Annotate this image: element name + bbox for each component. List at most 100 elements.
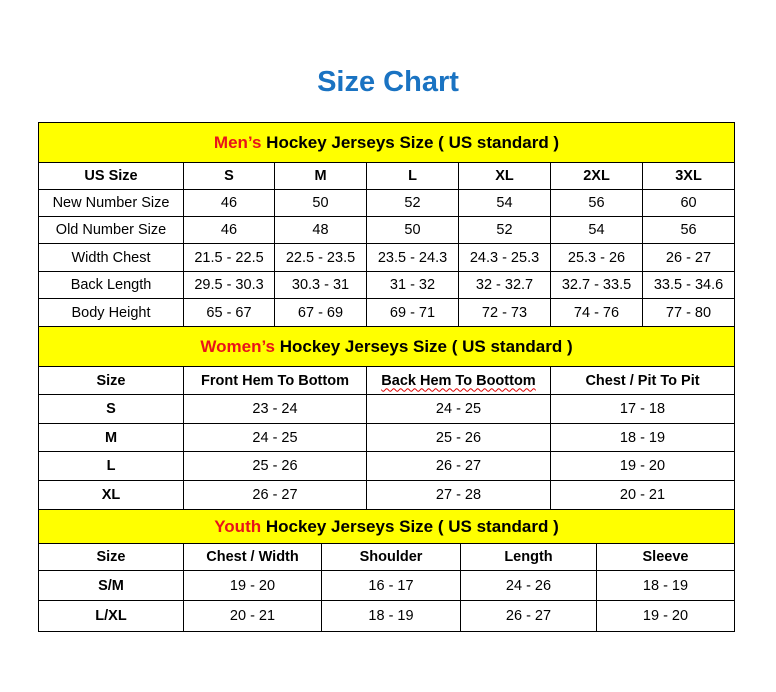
table-cell: 26 - 27 — [183, 480, 367, 510]
row-label: L/XL — [38, 600, 184, 632]
column-header: Length — [460, 543, 597, 571]
column-header: S — [183, 162, 275, 190]
table-cell: 52 — [458, 216, 551, 244]
table-cell: 56 — [641, 216, 736, 244]
table-cell: 32.7 - 33.5 — [550, 271, 643, 299]
row-label: Width Chest — [38, 243, 184, 272]
table-cell: 25 - 26 — [366, 423, 551, 452]
table-cell: 24 - 26 — [460, 570, 597, 601]
column-header: Chest / Width — [183, 543, 322, 571]
table-cell: 54 — [458, 189, 551, 217]
column-header-text: Back Hem To Boottom — [381, 372, 536, 389]
table-cell: 26 - 27 — [460, 600, 597, 632]
table-cell: 50 — [274, 189, 367, 217]
column-header: Sleeve — [596, 543, 735, 571]
table-cell: 18 - 19 — [549, 423, 736, 452]
table-cell: 48 — [274, 216, 367, 244]
table-cell: 23.5 - 24.3 — [366, 243, 459, 272]
column-header: Chest / Pit To Pit — [549, 366, 736, 395]
youth-size-table: Youth Hockey Jerseys Size ( US standard … — [38, 509, 735, 632]
table-row: S/M 19 - 20 16 - 17 24 - 26 18 - 19 — [38, 570, 735, 601]
table-cell: 19 - 20 — [596, 600, 735, 632]
women-heading-text: Hockey Jerseys Size ( US standard ) — [275, 336, 573, 356]
women-heading-highlight: Women’s — [200, 336, 275, 356]
table-cell: 18 - 19 — [321, 600, 461, 632]
table-cell: 18 - 19 — [596, 570, 735, 601]
table-row: Width Chest 21.5 - 22.5 22.5 - 23.5 23.5 - … — [38, 243, 736, 272]
table-cell: 27 - 28 — [366, 480, 551, 510]
women-section-heading: Women’s Hockey Jerseys Size ( US standar… — [37, 326, 736, 367]
row-label: New Number Size — [38, 189, 184, 217]
table-cell: 32 - 32.7 — [458, 271, 551, 299]
row-label: S — [38, 394, 184, 424]
table-row: Back Length 29.5 - 30.3 30.3 - 31 31 - 32 32… — [38, 271, 736, 299]
table-cell: 19 - 20 — [549, 451, 736, 481]
table-cell: 26 - 27 — [641, 243, 736, 272]
table-cell: 26 - 27 — [366, 451, 551, 481]
table-cell: 17 - 18 — [549, 394, 736, 424]
table-cell: 69 - 71 — [366, 298, 459, 327]
row-label: S/M — [38, 570, 184, 601]
column-header: US Size — [38, 162, 184, 190]
table-cell: 25 - 26 — [183, 451, 367, 481]
row-label: Body Height — [38, 298, 184, 327]
table-cell: 25.3 - 26 — [550, 243, 643, 272]
column-header: L — [366, 162, 459, 190]
column-header: Back Hem To Boottom — [366, 366, 551, 395]
table-cell: 56 — [550, 189, 643, 217]
men-heading-text: Hockey Jerseys Size ( US standard ) — [261, 132, 560, 152]
table-cell: 72 - 73 — [458, 298, 551, 327]
table-row: L/XL 20 - 21 18 - 19 26 - 27 19 - 20 — [38, 600, 735, 632]
table-row: New Number Size 46 50 52 54 56 60 — [38, 189, 736, 217]
youth-heading-highlight: Youth — [214, 516, 262, 536]
men-heading-highlight: Men’s — [213, 132, 262, 152]
youth-section-heading: Youth Hockey Jerseys Size ( US standard … — [38, 509, 735, 544]
table-cell: 20 - 21 — [549, 480, 736, 510]
row-label: M — [38, 423, 184, 452]
column-header: Front Hem To Bottom — [183, 366, 367, 395]
youth-heading-text: Hockey Jerseys Size ( US standard ) — [261, 516, 559, 536]
table-cell: 23 - 24 — [183, 394, 367, 424]
table-row: Body Height 65 - 67 67 - 69 69 - 71 72 - 73 7… — [38, 298, 736, 327]
table-cell: 16 - 17 — [321, 570, 461, 601]
table-row: S 23 - 24 24 - 25 17 - 18 — [38, 394, 736, 424]
column-header: Size — [38, 543, 184, 571]
men-header-row: US Size S M L XL 2XL 3XL — [38, 162, 736, 190]
women-header-row: Size Front Hem To Bottom Back Hem To Boott… — [38, 366, 736, 395]
row-label: XL — [38, 480, 184, 510]
table-cell: 67 - 69 — [274, 298, 367, 327]
column-header: 2XL — [550, 162, 643, 190]
table-cell: 21.5 - 22.5 — [183, 243, 275, 272]
table-cell: 77 - 80 — [641, 298, 736, 327]
row-label: Back Length — [38, 271, 184, 299]
table-cell: 60 — [641, 189, 736, 217]
women-size-table: Women’s Hockey Jerseys Size ( US standar… — [37, 326, 736, 510]
table-cell: 74 - 76 — [550, 298, 643, 327]
table-row: M 24 - 25 25 - 26 18 - 19 — [38, 423, 736, 452]
page-title: Size Chart — [317, 66, 459, 98]
table-cell: 29.5 - 30.3 — [183, 271, 275, 299]
table-cell: 30.3 - 31 — [274, 271, 367, 299]
column-header: M — [274, 162, 367, 190]
table-cell: 24 - 25 — [183, 423, 367, 452]
table-cell: 46 — [183, 189, 275, 217]
table-cell: 33.5 - 34.6 — [641, 271, 736, 299]
table-row: XL 26 - 27 27 - 28 20 - 21 — [38, 480, 736, 510]
table-cell: 50 — [366, 216, 459, 244]
column-header: Size — [38, 366, 184, 395]
table-cell: 20 - 21 — [183, 600, 322, 632]
men-section-heading: Men’s Hockey Jerseys Size ( US standard … — [37, 122, 736, 163]
table-cell: 19 - 20 — [183, 570, 322, 601]
table-cell: 46 — [183, 216, 275, 244]
row-label: L — [38, 451, 184, 481]
youth-header-row: Size Chest / Width Shoulder Length Sleeve — [38, 543, 735, 571]
table-cell: 24 - 25 — [366, 394, 551, 424]
table-row: L 25 - 26 26 - 27 19 - 20 — [38, 451, 736, 481]
table-cell: 22.5 - 23.5 — [274, 243, 367, 272]
column-header: 3XL — [641, 162, 736, 190]
column-header: XL — [458, 162, 551, 190]
table-cell: 24.3 - 25.3 — [458, 243, 551, 272]
column-header: Shoulder — [321, 543, 461, 571]
men-size-table: Men’s Hockey Jerseys Size ( US standard … — [37, 122, 736, 327]
table-cell: 52 — [366, 189, 459, 217]
